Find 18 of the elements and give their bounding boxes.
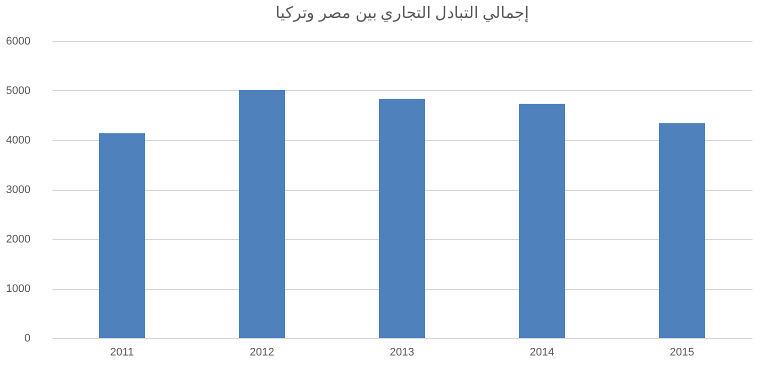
y-tick-label: 4000 (6, 134, 30, 146)
bar (99, 133, 145, 338)
y-tick-label: 3000 (6, 184, 30, 196)
x-tick-label: 2013 (390, 346, 414, 358)
y-tick-label: 6000 (6, 36, 30, 48)
y-tick-label: 0 (24, 332, 30, 344)
x-tick-label: 2014 (530, 346, 554, 358)
bar (239, 90, 285, 338)
x-tick-label: 2015 (670, 346, 694, 358)
y-tick-label: 1000 (6, 283, 30, 295)
bar (659, 123, 705, 338)
chart-title: إجمالي التبادل التجاري بين مصر وتركيا (275, 5, 529, 22)
y-tick-label: 2000 (6, 234, 30, 246)
bar (519, 104, 565, 338)
bar (379, 98, 425, 338)
y-tick-label: 5000 (6, 85, 30, 97)
x-tick-label: 2012 (250, 346, 274, 358)
x-tick-label: 2011 (110, 346, 134, 358)
